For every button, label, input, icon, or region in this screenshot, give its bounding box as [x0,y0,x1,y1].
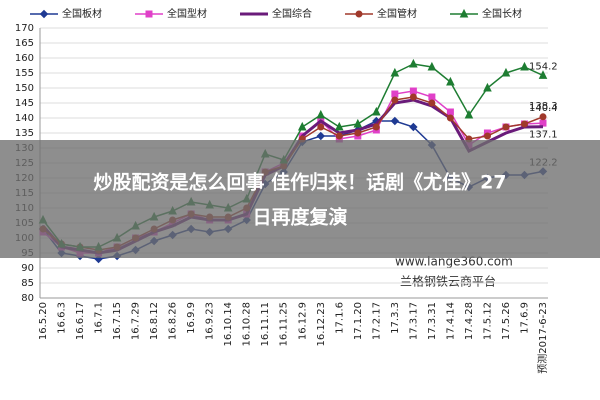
legend-label: 全国型材 [167,7,207,20]
point [316,131,325,141]
point [520,120,528,128]
x-tick-label: 16.5.20 [38,302,49,340]
point [409,87,417,95]
y-tick-label: 140 [15,113,34,124]
point [354,129,362,137]
point [539,119,547,127]
legend-marker [39,9,49,19]
x-tick-label: 16.6.3 [57,302,68,334]
x-tick-label: 17.3.31 [427,302,438,340]
point [428,99,436,107]
point [483,132,491,140]
legend-label: 全国长材 [482,7,522,20]
point [464,109,474,119]
x-tick-label: 17.3.3 [390,302,401,334]
banner-band [0,140,600,258]
x-tick-label: 16.7.15 [112,302,123,340]
x-tick-label: 16.8.12 [149,302,160,340]
x-tick-label: 16.11.25 [279,302,290,347]
y-tick-label: 145 [15,98,34,109]
x-tick-label: 16.6.17 [75,302,86,340]
point [297,121,307,131]
banner-text: 炒股配资是怎么回事 佳作归来！话剧《尤佳》27 [93,171,506,194]
y-tick-label: 155 [15,68,34,79]
x-tick-label: 16.10.14 [223,302,234,347]
x-tick-label: 预测2017-6-23 [536,302,549,374]
point [538,70,548,79]
point [520,61,529,71]
point [483,82,492,92]
legend-marker [355,10,363,18]
x-tick-label: 17.2.17 [371,302,382,340]
point [502,123,510,131]
point [334,121,344,131]
banner-text: 日再度复演 [252,206,347,229]
point [372,106,381,116]
point [446,76,455,86]
x-tick-label: 17.3.17 [408,302,419,340]
y-tick-label: 85 [21,278,34,289]
point [427,61,437,71]
y-tick-label: 80 [21,293,34,304]
data-label: 154.2 [529,61,558,72]
legend-label: 全国管材 [377,7,417,20]
point [501,67,511,77]
y-tick-label: 170 [15,23,34,34]
legend-marker [145,10,153,18]
y-tick-label: 135 [15,128,34,139]
point [391,96,399,104]
x-tick-label: 16.9.9 [186,302,197,334]
point [390,67,400,77]
point [409,58,418,68]
x-tick-label: 17.6.9 [519,302,530,334]
point [353,118,363,128]
y-tick-label: 150 [15,83,34,94]
x-tick-label: 17.5.12 [482,302,493,340]
x-tick-label: 16.9.23 [205,302,216,340]
data-label: 138.3 [529,101,558,112]
x-tick-label: 16.12.9 [297,302,308,340]
data-label: 140.4 [529,103,558,114]
x-tick-label: 16.8.26 [168,302,179,340]
point [316,109,326,119]
y-tick-label: 160 [15,53,34,64]
point [409,122,418,132]
x-tick-label: 17.5.26 [501,302,512,340]
legend-marker [459,8,469,18]
x-tick-label: 16.12.23 [316,302,327,347]
x-tick-label: 16.11.11 [260,302,271,347]
legend-label: 全国板材 [62,7,102,20]
point [390,116,400,126]
x-tick-label: 17.4.14 [445,302,456,340]
x-tick-label: 16.7.29 [131,302,142,340]
point [317,123,325,131]
point [409,93,417,101]
y-tick-label: 165 [15,38,34,49]
x-tick-label: 17.4.28 [464,302,475,340]
data-label: 137.1 [529,130,558,141]
x-tick-label: 17.1.20 [353,302,364,340]
point [372,123,380,131]
y-tick-label: 90 [21,263,34,274]
point [446,114,454,122]
x-tick-label: 17.1.6 [334,302,345,334]
x-tick-label: 16.7.1 [94,302,105,334]
watermark: 兰格钢铁云商平台 [400,274,496,289]
point [446,108,454,116]
point [391,90,399,98]
point [335,132,343,140]
point [539,113,547,121]
x-tick-label: 16.10.28 [242,302,253,347]
point [428,93,436,101]
legend-label: 全国综合 [272,7,312,20]
